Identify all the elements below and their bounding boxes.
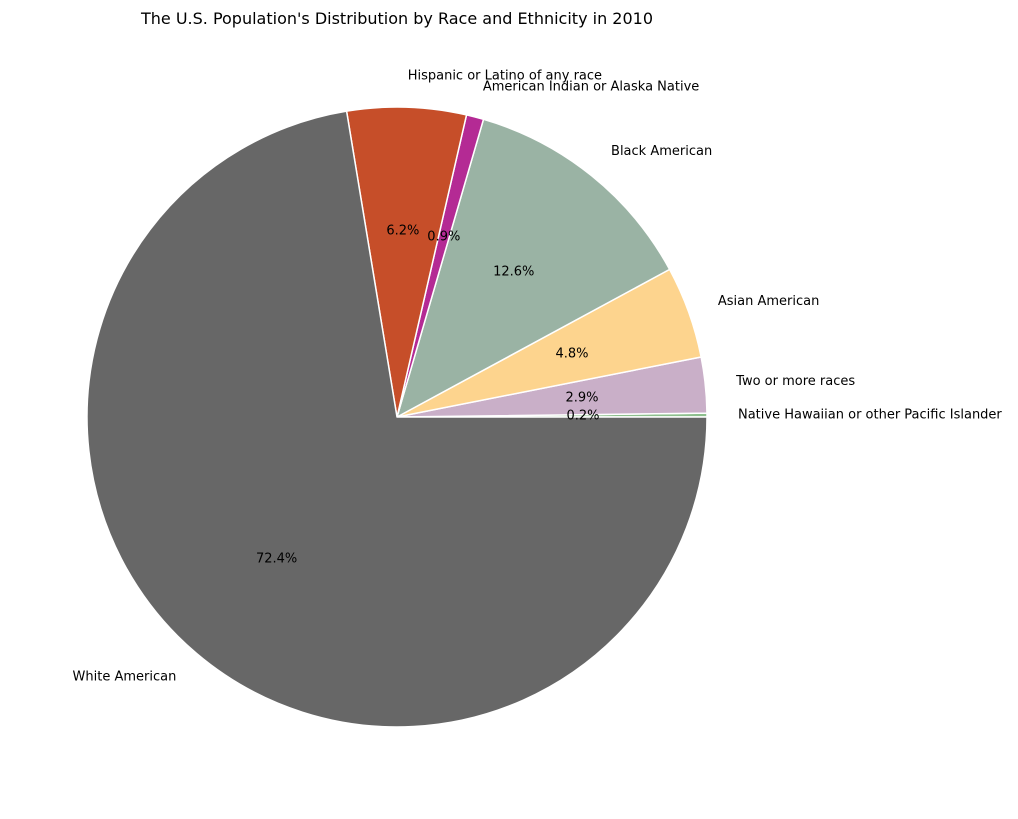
pie-labels: Native Hawaiian or other Pacific Islande… [73,69,1003,685]
pie-slice-white-american [86,110,708,728]
slice-label-asian-american: Asian American [718,294,819,309]
pie-slices [86,106,708,728]
slice-label-two-or-more-races: Two or more races [735,374,855,389]
slice-percent-asian-american: 4.8% [555,346,588,361]
pie-slice-black-american [396,118,671,418]
slice-label-american-indian-or-alaska-native: American Indian or Alaska Native [483,79,699,94]
slice-label-black-american: Black American [611,144,712,159]
slice-label-hispanic-or-latino-of-any-race: Hispanic or Latino of any race [408,69,602,84]
slice-percent-two-or-more-races: 2.9% [565,390,598,405]
slice-percent-native-hawaiian-or-other-pacific-islander: 0.2% [566,408,599,423]
chart-title: The U.S. Population's Distribution by Ra… [140,9,653,28]
slice-percent-hispanic-or-latino-of-any-race: 6.2% [386,224,419,239]
slice-label-white-american: White American [73,669,177,684]
slice-percent-black-american: 12.6% [493,265,534,280]
slice-percent-white-american: 72.4% [256,551,297,566]
slice-percent-american-indian-or-alaska-native: 0.9% [427,229,460,244]
pie-slice-hispanic-or-latino-of-any-race [345,106,468,418]
slice-label-native-hawaiian-or-other-pacific-islander: Native Hawaiian or other Pacific Islande… [738,407,1002,422]
pie-percentages: 0.2% 2.9% 4.8% 12.6% 0.9% 6.2% 72.4% [256,224,600,567]
